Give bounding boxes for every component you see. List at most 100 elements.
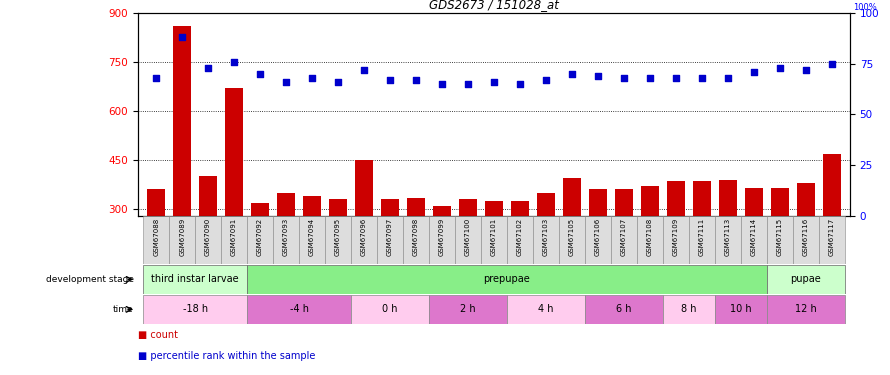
Text: GSM67116: GSM67116 [803,218,809,256]
Point [538,77,553,83]
Point [617,75,631,81]
Text: GSM67102: GSM67102 [517,218,523,256]
Bar [247,265,767,294]
Bar [403,216,429,264]
Bar [537,193,555,307]
Text: GSM67099: GSM67099 [439,218,445,256]
Bar [429,295,507,324]
Point [305,75,320,81]
Bar [715,295,767,324]
Bar [611,216,637,264]
Text: 6 h: 6 h [616,304,632,314]
Text: GSM67115: GSM67115 [777,218,783,256]
Text: time: time [113,305,134,314]
Point [721,75,735,81]
Bar [325,216,351,264]
Bar [511,201,529,307]
Point [461,81,475,87]
Point [253,71,267,77]
Bar [589,189,607,307]
Text: GSM67106: GSM67106 [595,218,601,256]
Point [798,67,813,73]
Bar [169,216,195,264]
Bar [381,199,399,307]
Point [357,67,371,73]
Text: GSM67117: GSM67117 [829,218,835,256]
Text: GSM67089: GSM67089 [179,218,185,256]
Text: GSM67088: GSM67088 [153,218,159,256]
Text: GSM67091: GSM67091 [231,218,237,256]
Bar [433,206,451,307]
Text: GSM67095: GSM67095 [335,218,341,256]
Bar [689,216,715,264]
Point [487,79,501,85]
Text: -4 h: -4 h [289,304,309,314]
Bar [251,202,269,307]
Point [227,59,241,65]
Text: 0 h: 0 h [383,304,398,314]
Text: GSM67109: GSM67109 [673,218,679,256]
Text: GSM67096: GSM67096 [361,218,367,256]
Bar [585,216,611,264]
Bar [797,183,815,307]
Bar [377,216,403,264]
Bar [143,216,169,264]
Text: 12 h: 12 h [795,304,817,314]
Text: 100%: 100% [854,3,878,12]
Point [591,73,605,79]
Point [773,65,787,71]
Bar [819,216,845,264]
Bar [195,216,221,264]
Point [668,75,683,81]
Bar [533,216,559,264]
Bar [663,216,689,264]
Text: GSM67113: GSM67113 [724,218,731,256]
Text: GSM67108: GSM67108 [647,218,653,256]
Bar [663,295,715,324]
Point [513,81,527,87]
Text: GSM67111: GSM67111 [699,218,705,256]
Bar [767,216,793,264]
Text: third instar larvae: third instar larvae [151,274,239,284]
Point [747,69,761,75]
Bar [507,295,585,324]
Bar [329,199,347,307]
Text: GSM67098: GSM67098 [413,218,419,256]
Point [565,71,579,77]
Text: GSM67100: GSM67100 [465,218,471,256]
Bar [822,154,841,307]
Text: GSM67094: GSM67094 [309,218,315,256]
Text: GSM67101: GSM67101 [491,218,497,256]
Bar [692,182,711,307]
Bar [351,295,429,324]
Text: GSM67107: GSM67107 [621,218,627,256]
Bar [199,176,217,307]
Text: GSM67103: GSM67103 [543,218,549,256]
Bar [225,88,243,307]
Point [279,79,293,85]
Bar [771,188,789,307]
Bar [355,160,373,307]
Text: 8 h: 8 h [681,304,697,314]
Bar [221,216,247,264]
Bar [143,265,247,294]
Bar [667,182,685,307]
Bar [481,216,507,264]
Text: ■ percentile rank within the sample: ■ percentile rank within the sample [138,351,315,361]
Point [695,75,709,81]
Text: 10 h: 10 h [730,304,752,314]
Bar [303,196,321,307]
Text: -18 h: -18 h [182,304,207,314]
Bar [719,180,737,307]
Text: GSM67105: GSM67105 [569,218,575,256]
Text: ■ count: ■ count [138,330,178,340]
Bar [637,216,663,264]
Bar [247,295,351,324]
Text: 2 h: 2 h [460,304,476,314]
Bar [299,216,325,264]
Bar [562,178,581,307]
Bar [745,188,763,307]
Bar [429,216,455,264]
Bar [273,216,299,264]
Point [435,81,449,87]
